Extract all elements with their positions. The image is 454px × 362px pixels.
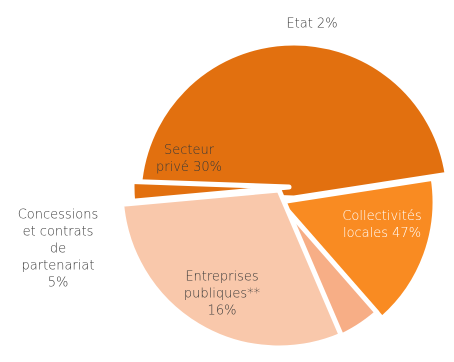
slice-label-4: Secteur privé 30%	[156, 143, 222, 175]
slice-label-line: 16%	[208, 304, 237, 319]
slice-label-line: Etat 2%	[286, 17, 337, 32]
slice-label-line: Entreprises	[185, 270, 258, 285]
slice-label-3: Concessions et contrats de partenariat 5%	[18, 208, 99, 291]
slice-label-line: Collectivités	[342, 209, 421, 224]
pie-slice-1	[136, 40, 450, 201]
pie-labels: Collectivités locales 47% Entreprises publi…	[18, 17, 422, 319]
slice-label-5: Etat 2%	[286, 17, 337, 32]
pie-slice-5	[129, 179, 292, 204]
slice-label-line: locales 47%	[343, 226, 421, 241]
pie-slices	[119, 40, 450, 351]
slice-label-line: Secteur	[164, 143, 215, 158]
pie-slice-4	[119, 187, 344, 351]
pie-slice-2	[277, 175, 438, 322]
slice-label-line: de	[50, 242, 66, 257]
slice-label-line: privé 30%	[156, 160, 222, 175]
slice-label-line: partenariat	[22, 259, 95, 274]
slice-label-line: publiques**	[184, 287, 260, 302]
slice-label-line: 5%	[48, 276, 69, 291]
slice-label-1: Collectivités locales 47%	[342, 209, 421, 241]
slice-label-2: Entreprises publiques** 16%	[184, 270, 260, 319]
slice-label-line: Concessions	[18, 208, 99, 223]
slice-label-line: et contrats	[23, 225, 94, 240]
